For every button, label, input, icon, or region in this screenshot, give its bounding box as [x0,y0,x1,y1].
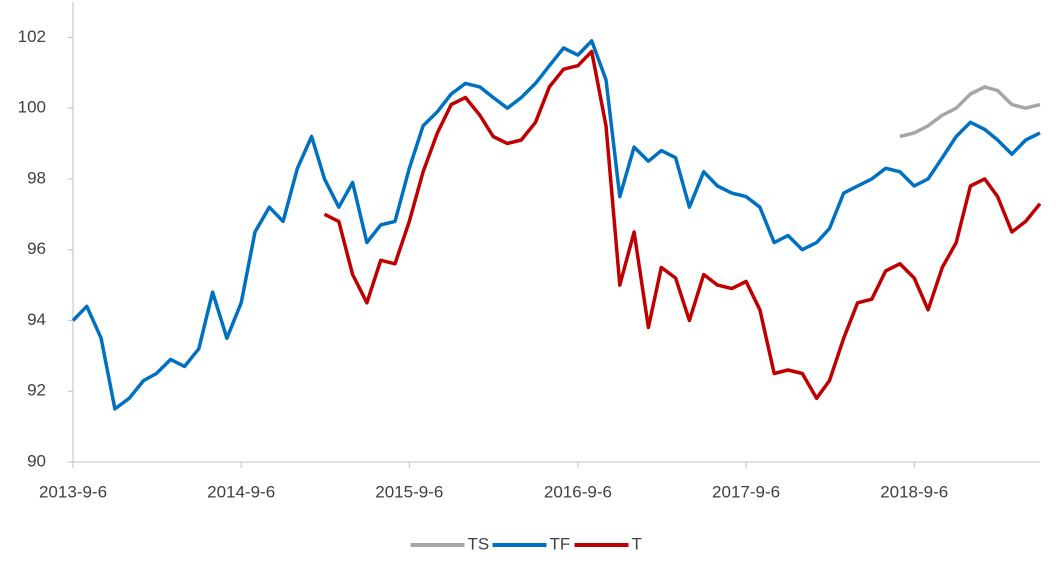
legend-label: T [632,534,642,553]
series-line [899,85,1041,139]
series-line [323,49,1042,401]
x-tick-label: 2015-9-6 [375,482,443,501]
y-tick-label: 98 [27,168,46,187]
y-tick-label: 94 [27,310,46,329]
y-tick-label: 96 [27,239,46,258]
x-tick-label: 2017-9-6 [712,482,780,501]
x-tick-label: 2013-9-6 [39,482,107,501]
y-tick-label: 100 [18,98,46,117]
y-tick-label: 102 [18,27,46,46]
series-line [71,39,1041,411]
legend-label: TS [468,534,490,553]
y-tick-label: 90 [27,451,46,470]
legend-label: TF [550,534,571,553]
x-tick-label: 2014-9-6 [207,482,275,501]
y-tick-label: 92 [27,381,46,400]
x-tick-label: 2016-9-6 [544,482,612,501]
x-tick-label: 2018-9-6 [880,482,948,501]
